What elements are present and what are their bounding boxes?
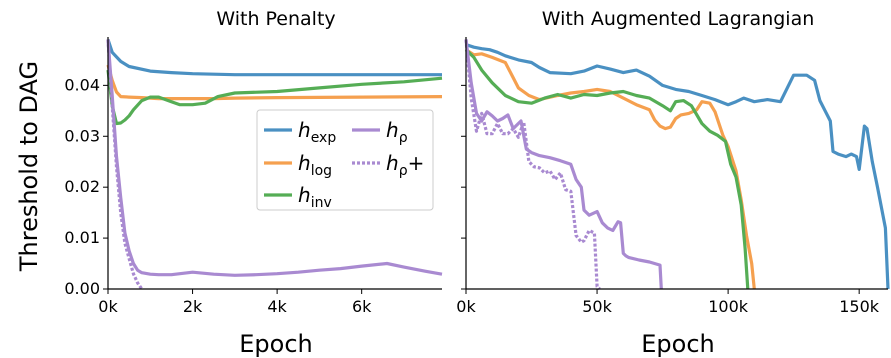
augmented-lagrangian-x-ticks: 0k 50k 100k 150k [456, 289, 880, 316]
legend-label-h_exp: hexp [298, 118, 336, 146]
legend-label-h_rho_plus: hρ+ [386, 151, 424, 179]
x-tick-label: 6k [352, 297, 372, 316]
legend: hexp hlog hinv hρ hρ+ [256, 109, 434, 211]
augmented-lagrangian-panel: With Augmented Lagrangian 0k 50k 100k 150k … [456, 8, 890, 358]
penalty-series-group [106, 39, 443, 290]
augmented-lagrangian-panel-title: With Augmented Lagrangian [542, 8, 815, 30]
penalty-y-ticks: 0.00 0.01 0.02 0.03 0.04 [64, 75, 108, 298]
legend-label-h_log: hlog [298, 151, 332, 179]
x-tick-label: 0k [98, 297, 118, 316]
augmented-lagrangian-y-ticks [461, 84, 466, 290]
augmented-lagrangian-axis-spines [465, 37, 888, 290]
series-line-h_rho_plus [464, 39, 601, 291]
y-tick-label: 0.00 [64, 279, 100, 298]
y-tick-label: 0.04 [64, 75, 100, 94]
series-line-h_inv [464, 48, 750, 290]
y-tick-label: 0.03 [64, 126, 100, 145]
series-line-h_log [465, 48, 756, 290]
x-tick-label: 4k [267, 297, 287, 316]
series-line-h_exp [106, 39, 442, 77]
x-tick-label: 100k [708, 297, 749, 316]
augmented-lagrangian-x-axis-label: Epoch [641, 330, 715, 358]
legend-box [256, 109, 434, 211]
series-line-h_inv [106, 69, 443, 126]
penalty-panel: With Penalty 0.00 0.01 0.02 0.03 0.04 0k 2k 4k… [64, 8, 443, 358]
series-line-h_rho [464, 39, 663, 290]
penalty-axis-spines [107, 37, 442, 290]
y-tick-label: 0.02 [64, 177, 100, 196]
x-tick-label: 150k [839, 297, 880, 316]
penalty-panel-title: With Penalty [216, 8, 335, 30]
penalty-x-axis-label: Epoch [239, 330, 313, 358]
series-line-h_rho_plus [106, 39, 144, 290]
x-tick-label: 50k [582, 297, 612, 316]
augmented-lagrangian-series-group [464, 39, 890, 291]
series-line-h_rho [106, 39, 443, 277]
x-tick-label: 2k [183, 297, 203, 316]
y-axis-label: Threshold to DAG [15, 61, 43, 272]
legend-label-h_rho: hρ [386, 118, 408, 146]
x-tick-label: 0k [456, 297, 476, 316]
legend-label-h_inv: hinv [298, 183, 332, 211]
series-line-h_exp [465, 43, 890, 290]
y-tick-label: 0.01 [64, 228, 100, 247]
penalty-x-ticks: 0k 2k 4k 6k [98, 289, 372, 316]
